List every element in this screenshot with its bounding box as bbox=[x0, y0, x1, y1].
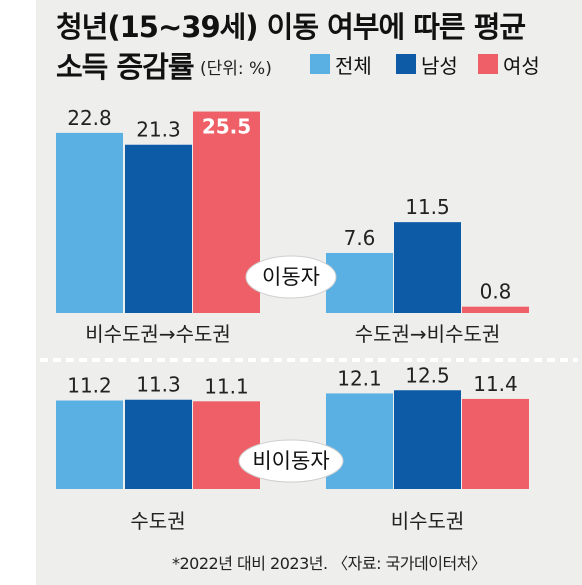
unit-label: (단위: %) bbox=[200, 59, 272, 79]
value-label-movers-group2-male: 11.5 bbox=[405, 195, 450, 219]
value-label-movers-group1-female: 25.5 bbox=[202, 115, 251, 139]
panel-badge-movers bbox=[245, 255, 337, 299]
bar-non-movers-group1-female bbox=[193, 401, 260, 489]
panel-badge-label-movers: 이동자 bbox=[262, 265, 320, 289]
category-label-movers-group2: 수도권→비수도권 bbox=[355, 322, 501, 346]
value-label-non-movers-group1-male: 11.3 bbox=[136, 373, 181, 397]
value-label-non-movers-group2-female: 11.4 bbox=[473, 372, 518, 396]
bar-movers-group2-total bbox=[326, 252, 393, 313]
legend-label-male: 남성 bbox=[421, 53, 458, 78]
bar-non-movers-group2-total bbox=[326, 393, 393, 489]
legend-label-total: 전체 bbox=[335, 53, 372, 78]
legend-item-male: 남성 bbox=[396, 50, 458, 78]
value-label-non-movers-group1-total: 11.2 bbox=[67, 374, 112, 398]
value-label-non-movers-group2-male: 12.5 bbox=[405, 363, 450, 387]
category-label-non-movers-group1: 수도권 bbox=[130, 509, 185, 533]
bar-non-movers-group1-male bbox=[125, 399, 192, 489]
bar-non-movers-group2-female bbox=[462, 398, 529, 489]
value-label-non-movers-group1-female: 11.1 bbox=[204, 374, 249, 398]
chart-title-line-2: 소득 증감률 bbox=[56, 50, 194, 84]
value-label-movers-group1-male: 21.3 bbox=[136, 118, 181, 142]
legend-swatch-total bbox=[310, 54, 330, 74]
legend-swatch-female bbox=[478, 54, 498, 74]
value-label-non-movers-group2-total: 12.1 bbox=[337, 366, 382, 390]
legend-swatch-male bbox=[396, 54, 416, 74]
bar-non-movers-group1-total bbox=[56, 400, 123, 489]
category-label-movers-group1: 비수도권→수도권 bbox=[85, 322, 231, 346]
value-label-movers-group2-total: 7.6 bbox=[344, 226, 376, 250]
panel-badge-non-movers bbox=[238, 439, 344, 483]
legend-label-female: 여성 bbox=[503, 53, 540, 78]
bar-non-movers-group2-male bbox=[394, 390, 461, 489]
value-label-movers-group2-female: 0.8 bbox=[480, 280, 512, 304]
category-label-non-movers-group2: 비수도권 bbox=[391, 509, 465, 533]
bar-movers-group1-total bbox=[56, 132, 123, 313]
chart-title-line-1: 청년(15~39세) 이동 여부에 따른 평균 bbox=[56, 10, 526, 44]
bar-movers-group1-male bbox=[125, 144, 192, 313]
footnote: *2022년 대비 2023년. 〈자료: 국가데이터처〉 bbox=[172, 554, 487, 573]
legend-item-total: 전체 bbox=[310, 50, 372, 78]
panel-badge-label-non-movers: 비이동자 bbox=[252, 449, 329, 473]
bar-movers-group2-female bbox=[462, 306, 529, 313]
value-label-movers-group1-total: 22.8 bbox=[67, 106, 112, 130]
bar-movers-group2-male bbox=[394, 222, 461, 313]
legend-item-female: 여성 bbox=[478, 50, 540, 78]
